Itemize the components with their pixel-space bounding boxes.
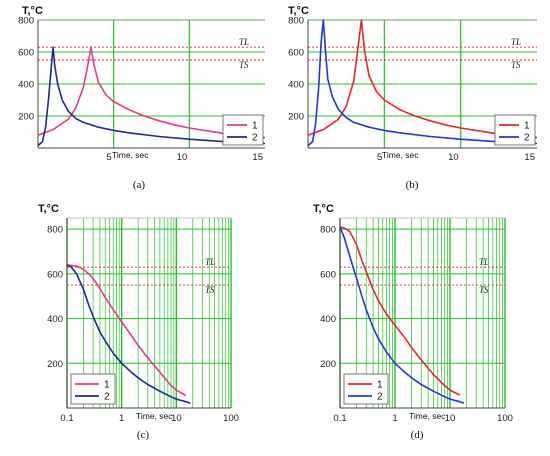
x-axis-label: Time, sec [382,150,419,160]
x-tick-label: 5 [106,152,111,163]
series-group [67,264,191,404]
series-line-2 [67,264,191,404]
y-tick-label: 400 [18,80,34,91]
y-axis-label: T,°C [38,203,59,215]
legend-label: 1 [252,121,258,132]
chart-b: 200 400 600 800 5 10 15 T,°C Time, sec TL TS 12 (b) [288,5,537,191]
panel-caption: (d) [411,429,424,441]
series-line-1 [308,19,537,139]
chart-c: 200 400 600 800 0.1 1 10 100 T,°C Time, sec TL TS 12… [38,203,239,441]
x-tick-label: 0.1 [333,413,346,424]
series-line-2 [38,46,265,147]
x-axis-label: Time, sec [136,411,173,421]
x-tick-label: 10 [171,413,182,424]
x-tick-label: 10 [445,413,456,424]
ref-line-label: TL [205,257,215,267]
x-tick-label: 100 [497,413,513,424]
y-tick-label: 800 [18,16,34,27]
y-tick-label: 600 [288,48,304,59]
panel-caption: (c) [137,429,150,441]
legend: 12 [494,114,536,146]
x-axis-label: Time, sec [409,411,446,421]
x-tick-label: 100 [223,413,239,424]
x-axis-label: Time, sec [112,150,149,160]
ref-line-label: TS [479,285,489,295]
legend: 12 [70,373,116,405]
ref-line-label: TL [479,257,489,267]
chart-a: 200 400 600 800 5 10 15 T,°C Time, sec TL TS 12 (a) [18,5,265,191]
y-tick-label: 800 [288,16,304,27]
legend-label: 1 [377,380,383,391]
y-tick-label: 600 [320,269,336,280]
series-line-1 [340,226,461,396]
y-axis-label: T,°C [313,203,334,215]
legend: 12 [222,114,264,146]
x-tick-label: 0.1 [60,413,73,424]
ref-line-label: TL [511,37,521,47]
legend-box [222,114,264,146]
ref-line-label: TS [239,60,249,70]
ref-line-label: TS [511,60,521,70]
x-tick-label: 15 [524,152,535,163]
y-tick-label: 800 [320,225,336,236]
series-group [38,46,265,147]
legend-label: 2 [377,392,383,403]
series-group [308,19,537,147]
series-line-2 [308,19,537,147]
y-tick-label: 200 [288,112,304,123]
legend-label: 1 [104,380,110,391]
series-group [340,226,465,404]
series-line-1 [38,46,265,139]
y-tick-label: 800 [47,225,63,236]
x-tick-label: 15 [252,152,263,163]
ref-line-label: TL [239,37,249,47]
series-line-1 [67,264,187,397]
x-tick-label: 1 [119,413,124,424]
legend-label: 2 [104,392,110,403]
y-axis-label: T,°C [22,5,43,17]
x-tick-label: 10 [177,152,188,163]
legend: 12 [343,373,389,405]
legend-label: 2 [524,133,530,144]
y-tick-label: 600 [47,269,63,280]
legend-box [343,373,389,405]
ref-line-label: TS [205,285,215,295]
y-tick-label: 600 [18,48,34,59]
x-tick-label: 1 [392,413,397,424]
y-tick-label: 200 [47,359,63,370]
y-tick-label: 400 [320,314,336,325]
legend-box [70,373,116,405]
legend-box [494,114,536,146]
y-tick-label: 200 [320,359,336,370]
y-tick-label: 400 [47,314,63,325]
chart-d: 200 400 600 800 0.1 1 10 100 T,°C Time, sec TL TS 12… [313,203,513,441]
x-tick-label: 5 [377,152,382,163]
y-axis-label: T,°C [288,5,309,17]
series-line-2 [340,226,465,404]
legend-label: 2 [252,133,258,144]
y-tick-label: 400 [288,80,304,91]
legend-label: 1 [524,121,530,132]
panel-caption: (b) [406,179,419,191]
y-tick-label: 200 [18,112,34,123]
x-tick-label: 10 [448,152,459,163]
panel-caption: (a) [133,179,146,191]
